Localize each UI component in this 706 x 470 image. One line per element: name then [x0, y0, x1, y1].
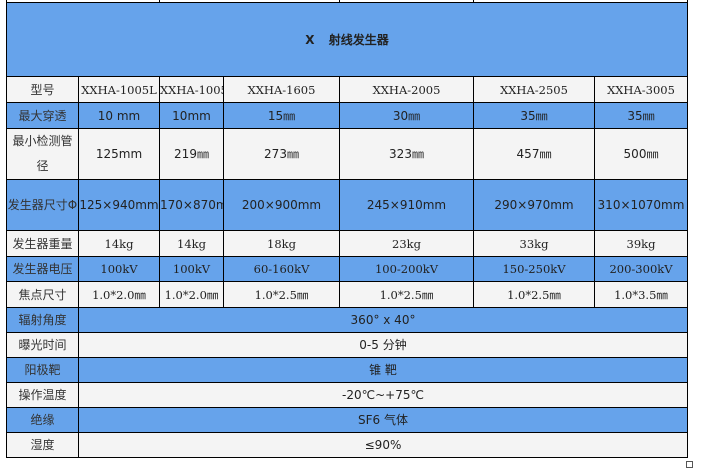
shared-spec-row: 绝缘 SF6 气体: [6, 407, 688, 433]
spec-cell: 15㎜: [223, 102, 340, 129]
row-label: 发生器尺寸Φ: [6, 179, 79, 231]
row-label: 焦点尺寸: [6, 281, 79, 308]
shared-spec-row: 操作温度 -20℃~+75℃: [6, 382, 688, 408]
row-label: 最小检测管径: [6, 128, 79, 180]
spec-cell: 310×1070mm: [594, 179, 688, 231]
spec-cell: 1.0*3.5㎜: [594, 281, 688, 308]
spec-cell: 290×970mm: [473, 179, 595, 231]
spec-cell: 200-300kV: [594, 256, 688, 282]
xray-generator-spec-table: X 射线发生器 型号 XXHA-1005L XXHA-1005 XXHA-160…: [6, 0, 688, 458]
shared-value-cell: ≤90%: [78, 432, 688, 458]
spec-row: 焦点尺寸 1.0*2.0㎜ 1.0*2.0㎜ 1.0*2.5㎜ 1.0*2.5㎜ 1.0*…: [6, 281, 688, 308]
spec-cell: 60-160kV: [223, 256, 340, 282]
spec-row: 发生器尺寸Φ125×940mm170×870mm200×900mm245×910…: [6, 179, 688, 231]
row-label: 型号: [6, 76, 79, 103]
spec-cell: 1.0*2.5㎜: [223, 281, 340, 308]
shared-spec-row: 阳极靶锥 靶: [6, 357, 688, 383]
shared-value-cell: SF6 气体: [78, 407, 688, 433]
spec-cell: 100kV: [159, 256, 224, 282]
table-title: X 射线发生器: [6, 2, 688, 77]
model-cell: XXHA-1005L: [78, 76, 160, 103]
resize-handle: [686, 461, 693, 468]
spec-cell: 30㎜: [339, 102, 474, 129]
spec-cell: 457㎜: [473, 128, 595, 180]
spec-cell: 125×940mm: [78, 179, 160, 231]
row-label: 操作温度: [6, 382, 79, 408]
spec-cell: 1.0*2.0㎜: [159, 281, 224, 308]
spec-cell: 33kg: [473, 230, 595, 257]
model-cell: XXHA-1005: [159, 76, 224, 103]
row-label: 辐射角度: [6, 307, 79, 333]
shared-spec-row: 曝光时间 0-5 分钟: [6, 332, 688, 358]
shared-spec-row: 湿度 ≤90%: [6, 432, 688, 458]
row-label: 发生器电压: [6, 256, 79, 282]
model-cell: XXHA-3005: [594, 76, 688, 103]
model-cell: XXHA-1605: [223, 76, 340, 103]
shared-spec-row: 辐射角度 360° x 40°: [6, 307, 688, 333]
spec-cell: 39kg: [594, 230, 688, 257]
spec-cell: 170×870mm: [159, 179, 224, 231]
spec-cell: 125mm: [78, 128, 160, 180]
spec-cell: 35㎜: [594, 102, 688, 129]
spec-cell: 245×910mm: [339, 179, 474, 231]
shared-value-cell: -20℃~+75℃: [78, 382, 688, 408]
spec-cell: 100kV: [78, 256, 160, 282]
row-label: 最大穿透: [6, 102, 79, 129]
row-label: 阳极靶: [6, 357, 79, 383]
spec-cell: 10mm: [159, 102, 224, 129]
spec-cell: 18kg: [223, 230, 340, 257]
spec-cell: 500㎜: [594, 128, 688, 180]
spec-cell: 219㎜: [159, 128, 224, 180]
spec-row: 最小检测管径 125mm 219㎜ 273㎜ 323㎜ 457㎜ 500㎜: [6, 128, 688, 180]
row-label: 绝缘: [6, 407, 79, 433]
spec-cell: 23kg: [339, 230, 474, 257]
spec-cell: 1.0*2.5㎜: [339, 281, 474, 308]
model-row: 型号 XXHA-1005L XXHA-1005 XXHA-1605 XXHA-2…: [6, 76, 688, 103]
shared-value-cell: 锥 靶: [78, 357, 688, 383]
spec-cell: 273㎜: [223, 128, 340, 180]
spec-cell: 14kg: [78, 230, 160, 257]
title-row: X 射线发生器: [6, 2, 688, 77]
spec-cell: 200×900mm: [223, 179, 340, 231]
model-cell: XXHA-2505: [473, 76, 595, 103]
row-label: 湿度: [6, 432, 79, 458]
spec-cell: 323㎜: [339, 128, 474, 180]
spec-cell: 35㎜: [473, 102, 595, 129]
spec-cell: 10 mm: [78, 102, 160, 129]
spec-cell: 14kg: [159, 230, 224, 257]
spec-cell: 100-200kV: [339, 256, 474, 282]
shared-value-cell: 0-5 分钟: [78, 332, 688, 358]
spec-row: 发生器重量 14kg 14kg 18kg 23kg 33kg 39kg: [6, 230, 688, 257]
shared-value-cell: 360° x 40°: [78, 307, 688, 333]
spec-cell: 1.0*2.5㎜: [473, 281, 595, 308]
model-cell: XXHA-2005: [339, 76, 474, 103]
spec-cell: 1.0*2.0㎜: [78, 281, 160, 308]
spec-cell: 150-250kV: [473, 256, 595, 282]
row-label: 发生器重量: [6, 230, 79, 257]
spec-row: 发生器电压 100kV 100kV 60-160kV 100-200kV 150-250k…: [6, 256, 688, 282]
row-label: 曝光时间: [6, 332, 79, 358]
spec-row: 最大穿透 10 mm 10mm 15㎜ 30㎜ 35㎜ 35㎜: [6, 102, 688, 129]
